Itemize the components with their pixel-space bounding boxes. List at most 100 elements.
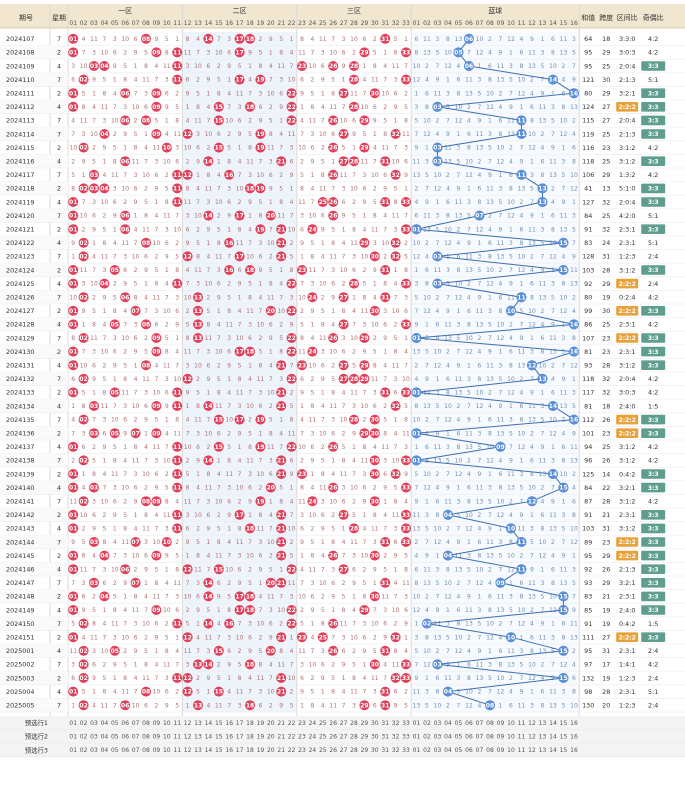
red-miss-count: 8 bbox=[123, 376, 127, 383]
red-ball bbox=[245, 265, 255, 275]
red-miss-count: 1 bbox=[362, 512, 366, 519]
red-miss-count: 3 bbox=[113, 335, 117, 342]
red-miss-count: 2 bbox=[123, 199, 127, 206]
blue-miss-count: 3 bbox=[499, 186, 503, 193]
blue-miss-count: 4 bbox=[572, 131, 576, 138]
blue-miss-count: 6 bbox=[551, 36, 555, 43]
red-ball bbox=[380, 33, 391, 44]
issue-cell: 2024146 bbox=[6, 566, 34, 574]
red-miss-count: 11 bbox=[194, 118, 202, 125]
blue-miss-count: 9 bbox=[478, 294, 482, 301]
prediction-red-number: 04 bbox=[101, 747, 109, 754]
red-miss-count: 4 bbox=[134, 226, 138, 233]
red-miss-count: 3 bbox=[238, 702, 242, 709]
red-miss-count: 8 bbox=[206, 172, 210, 179]
blue-miss-count: 6 bbox=[425, 444, 429, 451]
red-ball-number: 11 bbox=[173, 444, 181, 451]
sum-cell: 85 bbox=[584, 606, 592, 614]
blue-miss-count: 9 bbox=[425, 199, 429, 206]
zone-ratio-cell: 2:3:1 bbox=[619, 348, 636, 356]
blue-miss-count: 5 bbox=[499, 553, 503, 560]
blue-miss-count: 4 bbox=[425, 77, 429, 84]
red-miss-count: 9 bbox=[123, 281, 127, 288]
red-miss-count: 8 bbox=[300, 36, 304, 43]
red-miss-count: 8 bbox=[217, 90, 221, 97]
odd-even-badge bbox=[641, 360, 666, 370]
red-miss-count: 1 bbox=[123, 594, 127, 601]
red-miss-count: 8 bbox=[279, 349, 283, 356]
blue-miss-count: 11 bbox=[476, 308, 484, 315]
red-miss-count: 6 bbox=[217, 430, 221, 437]
red-miss-count: 1 bbox=[321, 539, 325, 546]
red-ball bbox=[255, 74, 266, 85]
odd-even-cell: 3:3 bbox=[648, 267, 659, 274]
red-miss-count: 1 bbox=[227, 376, 231, 383]
blue-miss-count: 3 bbox=[488, 662, 492, 669]
red-miss-count: 8 bbox=[154, 580, 158, 587]
red-miss-count: 8 bbox=[102, 240, 106, 247]
red-miss-count: 4 bbox=[175, 498, 179, 505]
blue-ball bbox=[432, 251, 443, 262]
red-ball bbox=[68, 523, 79, 534]
zone-ratio-cell: 2:4:0 bbox=[619, 402, 636, 410]
red-miss-count: 3 bbox=[102, 566, 106, 573]
red-miss-count: 5 bbox=[300, 621, 304, 628]
span-cell: 25 bbox=[602, 212, 610, 220]
red-ball bbox=[286, 564, 297, 575]
red-ball bbox=[401, 319, 411, 330]
issue-cell: 2025001 bbox=[6, 647, 34, 655]
red-miss-count: 7 bbox=[331, 634, 335, 641]
red-miss-count: 9 bbox=[248, 50, 252, 57]
red-miss-count: 1 bbox=[373, 580, 377, 587]
prediction-red-number: 03 bbox=[90, 734, 98, 741]
red-miss-count: 4 bbox=[154, 63, 158, 70]
red-miss-count: 1 bbox=[82, 471, 86, 478]
red-ball-number: 17 bbox=[235, 594, 243, 601]
red-ball-number: 21 bbox=[277, 254, 285, 261]
blue-ball-number: 05 bbox=[454, 50, 462, 57]
blue-ball bbox=[516, 129, 527, 139]
red-miss-count: 9 bbox=[362, 199, 366, 206]
blue-miss-count: 11 bbox=[486, 186, 494, 193]
red-ball-number: 18 bbox=[246, 186, 254, 193]
red-ball bbox=[182, 169, 193, 180]
blue-miss-count: 3 bbox=[551, 104, 555, 111]
prediction-blue-number: 14 bbox=[549, 734, 557, 741]
red-ball bbox=[89, 61, 99, 71]
red-ball-number: 10 bbox=[163, 539, 171, 546]
blue-miss-count: 10 bbox=[476, 36, 484, 43]
blue-miss-count: 11 bbox=[476, 131, 484, 138]
red-miss-count: 5 bbox=[165, 36, 169, 43]
blue-miss-count: 4 bbox=[499, 281, 503, 288]
red-ball-number: 11 bbox=[173, 172, 181, 179]
red-ball-number: 31 bbox=[381, 36, 389, 43]
red-ball bbox=[68, 686, 79, 697]
red-miss-count: 3 bbox=[134, 322, 138, 329]
red-ball bbox=[99, 183, 110, 194]
red-ball-number: 01 bbox=[69, 553, 77, 560]
red-miss-count: 11 bbox=[329, 104, 337, 111]
red-miss-count: 8 bbox=[248, 294, 252, 301]
weekday-cell: 2 bbox=[57, 674, 61, 682]
red-miss-count: 7 bbox=[352, 172, 356, 179]
red-miss-count: 3 bbox=[352, 403, 356, 410]
red-miss-count: 9 bbox=[362, 498, 366, 505]
span-cell: 19 bbox=[602, 606, 610, 614]
red-ball bbox=[68, 101, 79, 112]
red-miss-count: 7 bbox=[238, 471, 242, 478]
red-miss-count: 4 bbox=[321, 553, 325, 560]
blue-miss-count: 2 bbox=[572, 471, 576, 478]
red-miss-count: 9 bbox=[134, 648, 138, 655]
odd-even-badge bbox=[641, 510, 666, 520]
issue-cell: 2024110 bbox=[6, 76, 34, 84]
red-ball bbox=[78, 496, 89, 507]
blue-miss-count: 7 bbox=[499, 36, 503, 43]
odd-even-badge bbox=[641, 605, 666, 615]
red-miss-count: 8 bbox=[342, 308, 346, 315]
blue-miss-count: 6 bbox=[541, 512, 545, 519]
red-miss-count: 10 bbox=[329, 498, 337, 505]
red-miss-count: 2 bbox=[383, 403, 387, 410]
red-ball bbox=[390, 237, 401, 248]
blue-miss-count: 8 bbox=[488, 254, 492, 261]
red-miss-count: 9 bbox=[217, 594, 221, 601]
